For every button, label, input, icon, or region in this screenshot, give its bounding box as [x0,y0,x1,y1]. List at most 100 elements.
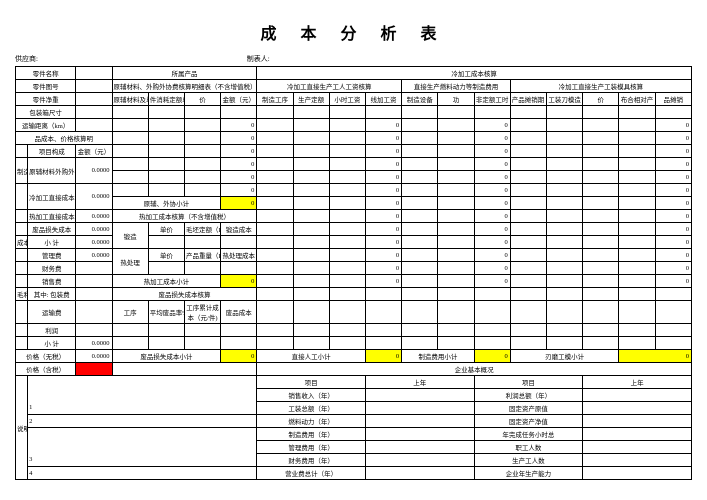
section: 制造 [16,158,28,184]
lbl: 营业费总计（年） [257,467,366,480]
row-transport: 运输费 工序 平均废品率% 工序累计成本（元/件) 废品成本 [16,301,692,324]
lbl: 品摊销 [655,93,691,106]
val: 0 [221,132,257,145]
val: 0 [655,145,691,158]
lbl: 热处理成本 [221,249,257,262]
lbl: 布合相对产 [619,93,655,106]
lbl: 项目 [257,376,366,389]
row-e3: 2 燃料动力（年） 固定资产净值 [16,415,692,428]
lbl: 毛坯定额（KG） [184,223,220,236]
lbl: 项目 [474,376,583,389]
val: 0 [474,145,510,158]
lbl: 产品重量（KG） [184,249,220,262]
val: 0 [474,171,510,184]
lbl: 企业年生产能力 [474,467,583,480]
val: 0 [221,171,257,184]
val: 0 [655,119,691,132]
val: 0 [655,249,691,262]
lbl: 单价 [148,249,184,262]
val: 0 [365,350,401,363]
lbl: 功 [438,93,474,106]
lbl: 上年 [583,376,692,389]
val: 0 [365,262,401,275]
lbl: 工装总额（年） [257,402,366,415]
row-box-size2: 包装箱尺寸 [16,106,692,119]
val: 0.0000 [76,158,112,184]
lbl: 小 计 [28,337,76,350]
lbl: 直接生产燃料动力等制造费用 [402,80,511,93]
val: 0 [474,236,510,249]
val: 0.0000 [76,350,112,363]
val: 0 [365,236,401,249]
row-sales: 销售费 热加工成本小计 0 0 0 0 [16,275,692,288]
lbl: 财务费用（年） [257,454,366,467]
lbl: 利润 [28,324,76,337]
lbl: 销售费 [28,275,76,288]
lbl: 制造费用（年） [257,428,366,441]
val: 0 [365,184,401,197]
num: 2 [28,415,257,428]
row-e7: 4 营业费总计（年） 企业年生产能力 [16,467,692,480]
row-pack: 毛利 其中: 包装费 废品损失成本核算 [16,288,692,301]
val: 0 [655,158,691,171]
section: 成本 [16,236,28,249]
lbl: 价 [184,93,220,106]
lbl: 工序累计成本（元/件) [184,301,220,324]
num: 1 [28,402,257,415]
val: 0 [365,158,401,171]
price-tax-cell [76,363,112,376]
val: 0 [365,119,401,132]
val: 0 [474,119,510,132]
lbl: 上年 [365,376,474,389]
lbl: 固定资产原值 [474,402,583,415]
lbl: 价 [583,93,619,106]
val: 0 [221,145,257,158]
row-material-2: 0 0 0 0 [16,171,692,184]
lbl: 金额（元） [221,93,257,106]
val: 0 [365,197,401,210]
row-distance: 运输距离（km） 0 0 0 0 [16,119,692,132]
lbl: 制造工序 [257,93,293,106]
val: 0 [474,197,510,210]
val: 0 [221,184,257,197]
val: 0 [474,184,510,197]
val: 0 [474,132,510,145]
lbl: 热加工成本核算（不含增值税） [112,210,257,223]
val: 0 [365,275,401,288]
lbl: 价格（含税） [16,363,76,376]
lbl: 零件净重 [16,93,76,106]
lbl: 年完成任务小时总 [474,428,583,441]
preparer-label: 制表人: [247,55,270,63]
row-manage: 管理费 0.0000 热处理 单价 产品重量（KG） 热处理成本 0 0 0 [16,249,692,262]
val: 0 [655,223,691,236]
val: 0 [655,262,691,275]
val: 0 [619,350,692,363]
val: 0 [474,249,510,262]
lbl: 产品摊销期（月） [510,93,546,106]
val: 0.0000 [76,236,112,249]
val: 0.0000 [76,184,112,210]
row-hot: 热加工直接成本 0.0000 热加工成本核算（不含增值税） 0 0 0 [16,210,692,223]
lbl: 管理费用（年） [257,441,366,454]
lbl: 企业基本概况 [257,363,692,376]
row-item-compose: 项目构成 金额（元） 0 0 0 0 [16,145,692,158]
row-part-drawing: 零件图号 原辅材料、外购外协费核算明细表（不含增值税） 冷加工直接生产工人工资核… [16,80,692,93]
lbl: 财务费 [28,262,76,275]
val: 0 [365,223,401,236]
lbl: 废品损失成本小计 [112,350,221,363]
cost-table: 零件名称 所属产品 冷加工成本核算 零件图号 原辅材料、外购外协费核算明细表（不… [15,66,692,480]
lbl: 职工人数 [474,441,583,454]
row-scrap: 废品损失成本 0.0000 锻造 单价 毛坯定额（KG） 锻造成本 0 0 0 [16,223,692,236]
row-cost-price: 品成本、价格核算明 0 0 0 0 [16,132,692,145]
row-e6: 3 财务费用（年） 生产工人数 [16,454,692,467]
lbl: 热加工成本小计 [112,275,221,288]
val: 0 [474,350,510,363]
val: 0 [474,262,510,275]
lbl: 管理费 [28,249,76,262]
lbl: 生产定额 [293,93,329,106]
val: 0 [221,119,257,132]
lbl: 小时工资 [329,93,365,106]
lbl: 非定额工时 [474,93,510,106]
lbl: 制造设备 [402,93,438,106]
lbl: 件消耗定额单 [148,93,184,106]
